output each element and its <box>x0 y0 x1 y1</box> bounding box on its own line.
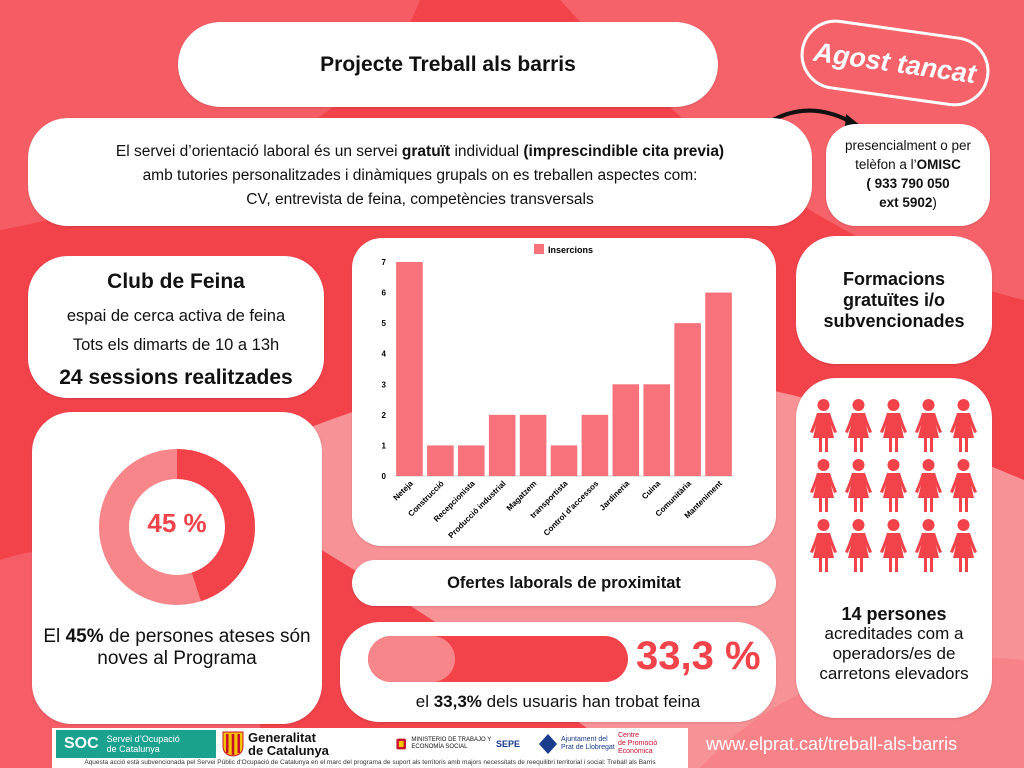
donut-card: 45 % El 45% de persones ateses són noves… <box>32 412 322 724</box>
omisc-contact-card: presencialment o per telèfon a l’OMISC (… <box>826 124 990 226</box>
people-grid <box>806 398 982 574</box>
offers-card: Ofertes laborals de proximitat <box>352 560 776 606</box>
donut-value-label: 45 % <box>147 508 207 538</box>
bar-5 <box>519 414 547 476</box>
bar-6 <box>550 445 578 476</box>
soc-logo: SOC Servei d’Ocupació de Catalunya <box>56 730 216 758</box>
y-tick-label: 6 <box>382 289 387 298</box>
generalitat-shield-icon <box>222 731 244 757</box>
generalitat-logo: Generalitat de Catalunya <box>222 730 390 758</box>
progress-value: 33,3 % <box>636 634 761 678</box>
person-icon <box>950 399 977 452</box>
spain-coat-of-arms-icon <box>396 738 407 750</box>
progress-card: 33,3 % el 33,3% dels usuaris han trobat … <box>340 622 776 722</box>
bar-3 <box>457 445 485 476</box>
club-schedule: Tots els dimarts de 10 a 13h <box>72 336 280 354</box>
omisc-ext: ext 5902) <box>879 195 937 210</box>
x-tick-label: Jardineria <box>598 479 632 513</box>
intro-card: El servei d’orientació laboral és un ser… <box>28 118 812 226</box>
y-tick-label: 4 <box>382 350 387 359</box>
bar-8 <box>612 384 640 476</box>
badge-label: Agost tancat <box>812 36 979 89</box>
website-link[interactable]: www.elprat.cat/treball-als-barris <box>706 734 958 754</box>
club-title: Club de Feina <box>107 270 245 293</box>
ministerio-logo: MINISTERIO DE TRABAJO Y ECONOMÍA SOCIAL <box>394 730 494 758</box>
person-icon <box>950 519 977 572</box>
insercions-bar-chart: Insercions01234567NetejaConstruccióRecep… <box>382 244 734 540</box>
club-feina-card: Club de Feina espai de cerca activa de f… <box>28 256 324 398</box>
intro-line-1: El servei d’orientació laboral és un ser… <box>115 143 725 160</box>
person-icon <box>880 519 907 572</box>
person-icon <box>845 399 872 452</box>
people-text: 14 persones acreditades com a operadors/… <box>796 604 992 684</box>
progress-fill <box>368 636 455 682</box>
legend-swatch <box>534 244 544 254</box>
prat-logo: Ajuntament del Prat de Llobregat <box>538 730 616 758</box>
donut-chart <box>99 449 255 605</box>
person-icon <box>810 519 837 572</box>
y-tick-label: 7 <box>382 258 387 267</box>
bar-1 <box>396 262 423 476</box>
title-card: Projecte Treball als barris <box>178 22 718 107</box>
omisc-line-2: telèfon a l’OMISC <box>855 157 961 172</box>
y-tick-label: 0 <box>382 472 387 481</box>
progress-bar <box>368 636 628 682</box>
bar-7 <box>581 414 609 476</box>
omisc-phone: ( 933 790 050 <box>866 176 950 191</box>
person-icon <box>915 399 942 452</box>
y-tick-label: 3 <box>382 380 387 389</box>
donut-arc <box>99 449 255 605</box>
page-title: Projecte Treball als barris <box>320 52 576 76</box>
x-tick-label: Neteja <box>392 479 416 503</box>
offers-label: Ofertes laborals de proximitat <box>447 573 681 592</box>
insercions-chart-card: Insercions 0 1 2 3 4 5 6 7 Neteja Construcció Recep… <box>352 238 776 546</box>
person-icon <box>845 519 872 572</box>
formacions-label: Formacions gratuïtes i/o subvencionades <box>823 268 965 331</box>
person-icon <box>915 459 942 512</box>
person-icon <box>810 399 837 452</box>
club-sessions: 24 sessions realitzades <box>59 366 293 389</box>
person-icon <box>950 459 977 512</box>
person-icon <box>880 459 907 512</box>
person-icon <box>915 519 942 572</box>
footer-logos: SOC Servei d’Ocupació de Catalunya Genera… <box>52 728 688 768</box>
footer-note: Aquesta acció està subvencionada pel Ser… <box>84 759 656 766</box>
club-description: espai de cerca activa de feina <box>66 307 286 325</box>
person-icon <box>810 459 837 512</box>
bar-4 <box>488 414 516 476</box>
formacions-card: Formacions gratuïtes i/o subvencionades <box>796 236 992 364</box>
bar-10 <box>674 323 701 476</box>
people-description: acreditades com a operadors/es de carret… <box>819 624 969 683</box>
donut-caption: El 45% de persones ateses són noves al P… <box>43 626 311 669</box>
intro-line-2: amb tutories personalitzades i dinàmique… <box>142 167 698 184</box>
bar-2 <box>427 445 454 476</box>
intro-line-3: CV, entrevista de feina, competències tr… <box>246 191 594 208</box>
bar-11 <box>705 292 732 476</box>
people-card: 14 persones acreditades com a operadors/… <box>796 378 992 718</box>
omisc-line-1: presencialment o per <box>844 138 972 153</box>
person-icon <box>845 459 872 512</box>
person-icon <box>880 399 907 452</box>
prat-crest-icon <box>539 734 557 754</box>
y-tick-label: 1 <box>382 441 387 450</box>
bar-9 <box>643 384 671 476</box>
x-tick-label: Cuina <box>640 479 662 501</box>
cpe-logo: Centre de Promoció Econòmica <box>618 732 658 755</box>
legend-label: Insercions <box>548 245 593 255</box>
x-tick-label: Control d’accessos <box>542 479 601 538</box>
progress-caption: el 33,3% dels usuaris han trobat feina <box>415 692 701 711</box>
sepe-logo: SEPE <box>496 739 521 749</box>
x-tick-label: Producció industrial <box>447 479 508 540</box>
y-tick-label: 2 <box>382 411 387 420</box>
people-count: 14 persones <box>841 604 947 624</box>
y-tick-label: 5 <box>382 319 387 328</box>
